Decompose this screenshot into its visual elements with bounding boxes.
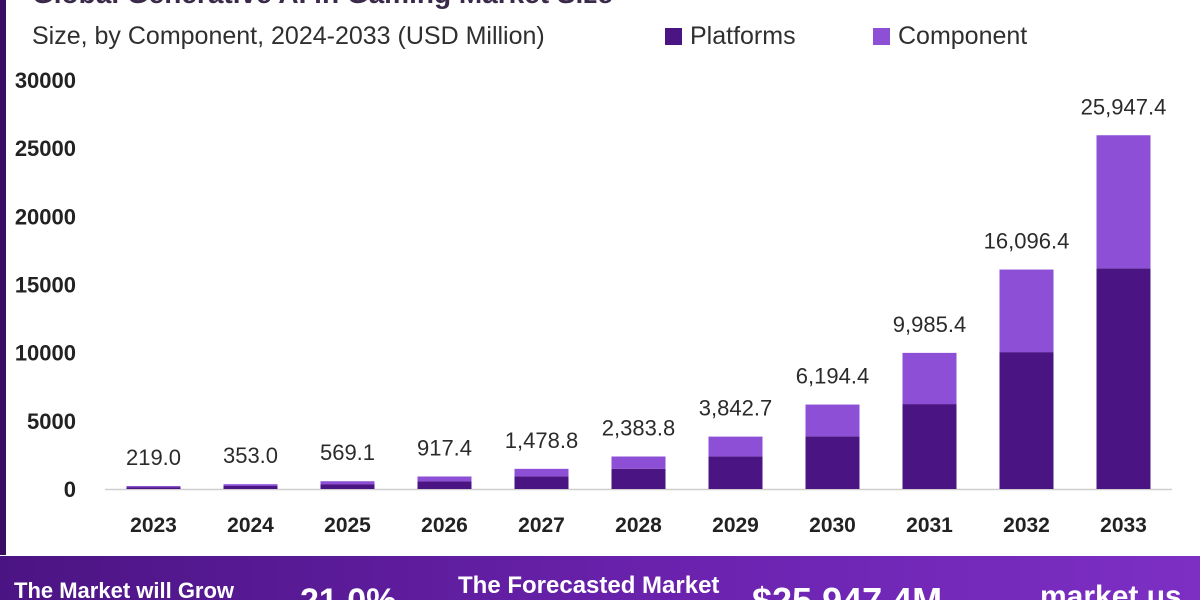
legend-swatch-component	[873, 28, 890, 45]
chart-subtitle: Size, by Component, 2024-2033 (USD Milli…	[32, 22, 545, 50]
bar-total-label: 1,478.8	[505, 428, 578, 453]
legend-item-platforms: Platforms	[665, 22, 796, 51]
bar-component-2027	[514, 468, 569, 477]
bar-component-2031	[902, 352, 957, 405]
bar-component-2030	[805, 404, 860, 437]
stacked-bar-chart: 0 5000 10000 15000 20000 25000 30000 219.0 2023 3…	[15, 68, 1172, 537]
bar-total-label: 569.1	[320, 440, 375, 465]
footer-cagr-value: 21.0%	[300, 582, 396, 600]
bar-total-label: 2,383.8	[602, 416, 675, 441]
x-tick-label: 2027	[518, 514, 565, 537]
footer-banner: The Market will Grow 21.0% The Forecaste…	[0, 556, 1200, 600]
bar-total-label: 917.4	[417, 435, 472, 460]
footer-forecast-value: $25,947.4M	[752, 580, 942, 600]
bar-total-label: 25,947.4	[1081, 94, 1167, 119]
footer-forecast-text: The Forecasted Market	[458, 572, 720, 599]
x-tick-label: 2026	[421, 514, 468, 537]
legend-swatch-platforms	[665, 28, 682, 45]
y-tick-label: 5000	[27, 409, 76, 434]
x-tick-label: 2028	[615, 514, 662, 537]
x-tick-label: 2032	[1003, 514, 1050, 537]
bar-component-2025	[320, 481, 375, 485]
chart-main-title: Global Generative AI in Gaming Market Si…	[32, 0, 613, 10]
x-tick-label: 2029	[712, 514, 759, 537]
y-tick-label: 0	[64, 477, 76, 502]
bar-component-2032	[999, 269, 1054, 353]
bar-platforms-2027	[514, 476, 569, 489]
bar-total-label: 16,096.4	[984, 229, 1070, 254]
bar-total-label: 219.0	[126, 445, 181, 470]
x-tick-label: 2023	[130, 514, 177, 537]
bar-total-label: 353.0	[223, 443, 278, 468]
x-tick-label: 2025	[324, 514, 371, 537]
x-tick-label: 2024	[227, 514, 274, 537]
left-accent-bar	[0, 0, 6, 555]
bar-platforms-2031	[902, 404, 957, 489]
bar-platforms-2028	[611, 468, 666, 489]
x-tick-label: 2033	[1100, 514, 1147, 537]
bar-component-2033	[1096, 135, 1151, 269]
bar-platforms-2030	[805, 436, 860, 489]
legend-item-component: Component	[873, 22, 1027, 51]
footer-grow-text: The Market will Grow	[14, 578, 235, 600]
bar-component-2029	[708, 436, 763, 457]
x-tick-label: 2031	[906, 514, 953, 537]
legend-label-platforms: Platforms	[690, 22, 796, 50]
footer-brand-logo: market.us	[1040, 580, 1182, 600]
x-tick-label: 2030	[809, 514, 856, 537]
bar-platforms-2032	[999, 352, 1054, 489]
bar-platforms-2029	[708, 456, 763, 489]
y-tick-label: 10000	[15, 341, 76, 366]
bar-platforms-2026	[417, 481, 472, 489]
bar-platforms-2033	[1096, 268, 1151, 489]
y-tick-label: 15000	[15, 273, 76, 298]
bar-total-label: 9,985.4	[893, 312, 966, 337]
bar-platforms-2024	[223, 486, 278, 489]
bar-total-label: 3,842.7	[699, 396, 772, 421]
bar-platforms-2025	[320, 484, 375, 489]
legend-label-component: Component	[898, 22, 1028, 50]
y-tick-label: 30000	[15, 68, 76, 93]
y-tick-label: 20000	[15, 204, 76, 229]
bar-component-2026	[417, 476, 472, 482]
bar-platforms-2023	[126, 487, 181, 489]
bar-component-2024	[223, 484, 278, 487]
bar-total-label: 6,194.4	[796, 364, 869, 389]
bar-component-2028	[611, 456, 666, 469]
y-tick-label: 25000	[15, 136, 76, 161]
bar-component-2023	[126, 486, 181, 488]
